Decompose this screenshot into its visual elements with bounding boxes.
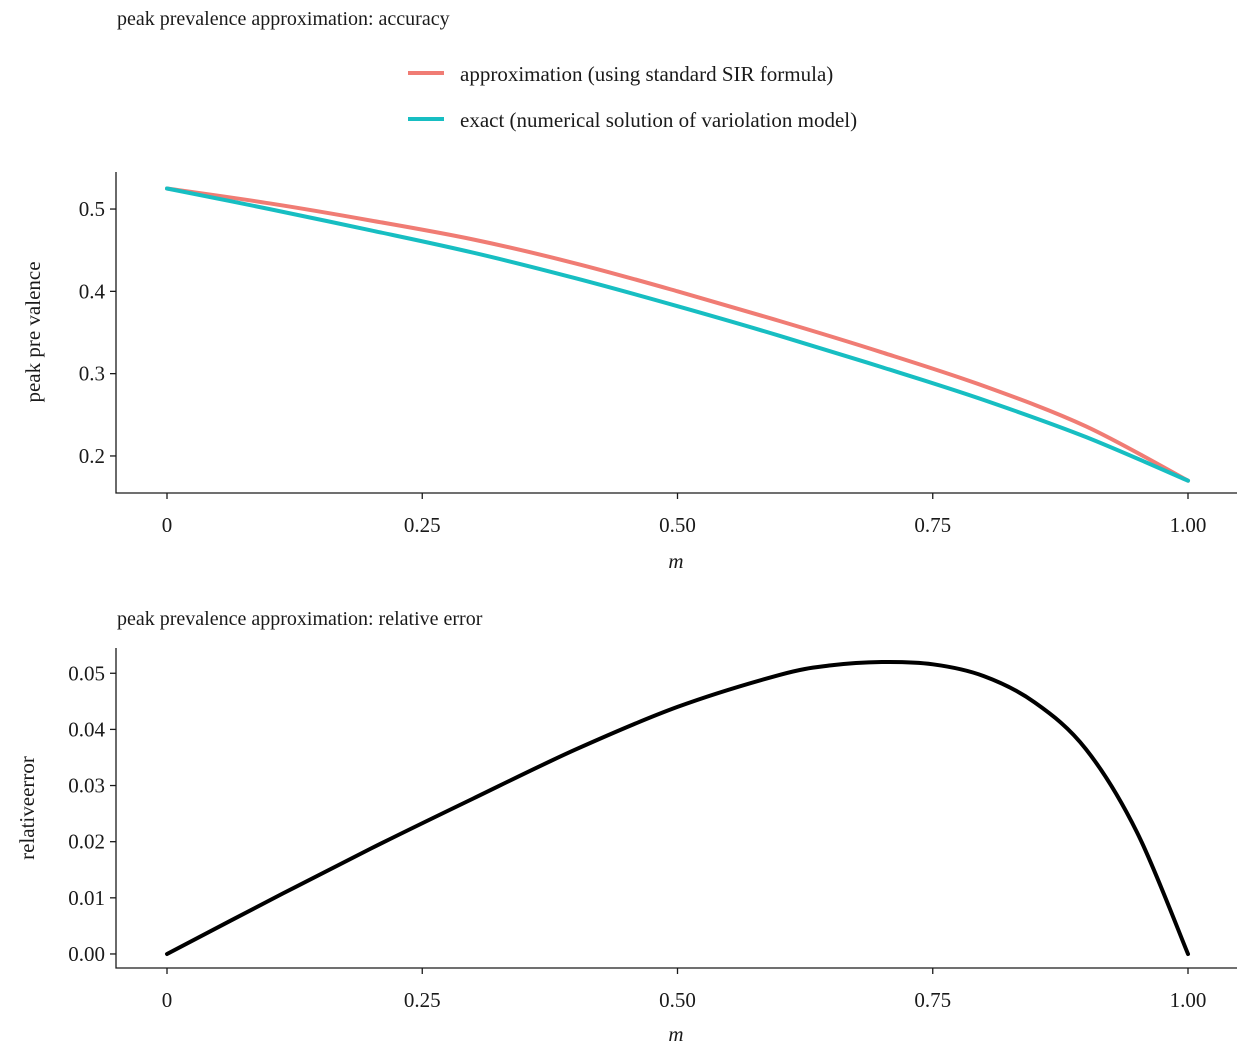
relative-error-y-label: relativeerror [15, 756, 39, 860]
accuracy-x-tick-label: 0.25 [404, 513, 441, 537]
relative-error-y-tick-label: 0.05 [68, 661, 105, 685]
accuracy-x-tick-label: 0 [162, 513, 173, 537]
accuracy-y-ticks: 0.2 0.3 0.4 0.5 [79, 197, 116, 468]
accuracy-panel: peak prevalence approximation: accuracy … [21, 8, 1237, 573]
relative-error-title: peak prevalence approximation: relative … [117, 608, 483, 630]
relative-error-y-tick-label: 0.02 [68, 830, 105, 854]
relative-error-panel: peak prevalence approximation: relative … [15, 608, 1237, 1046]
relative-error-series [165, 659, 1190, 956]
accuracy-series [165, 186, 1190, 483]
relative-error-x-tick-label: 0.75 [914, 988, 951, 1012]
relative-error-y-tick-label: 0.00 [68, 942, 105, 966]
legend-label-exact: exact (numerical solution of variolation… [460, 108, 857, 132]
relative-error-x-tick-label: 0.25 [404, 988, 441, 1012]
accuracy-y-label: peak pre valence [21, 261, 45, 402]
relative-error-x-tick-label: 0 [162, 988, 173, 1012]
accuracy-x-label: m [668, 549, 683, 573]
legend-label-approximation: approximation (using standard SIR formul… [460, 62, 833, 86]
relative-error-y-tick-label: 0.04 [68, 717, 105, 741]
relative-error-x-label: m [668, 1022, 683, 1046]
relative-error-x-tick-label: 0.50 [659, 988, 696, 1012]
relative-error-x-tick-label: 1.00 [1170, 988, 1207, 1012]
relative-error-axes [115, 648, 1237, 969]
relative-error-y-tick-label: 0.03 [68, 774, 105, 798]
relative-error-y-tick-label: 0.01 [68, 886, 105, 910]
relative-error-x-ticks: 0 0.25 0.50 0.75 1.00 [162, 968, 1207, 1012]
accuracy-y-tick-label: 0.3 [79, 362, 105, 386]
exact-line [165, 186, 1190, 483]
accuracy-title: peak prevalence approximation: accuracy [117, 8, 450, 30]
approximation-line [165, 186, 1190, 483]
accuracy-y-tick-label: 0.5 [79, 197, 105, 221]
accuracy-x-tick-label: 1.00 [1170, 513, 1207, 537]
accuracy-y-tick-label: 0.4 [79, 279, 106, 303]
accuracy-x-ticks: 0 0.25 0.50 0.75 1.00 [162, 493, 1207, 537]
accuracy-x-tick-label: 0.75 [914, 513, 951, 537]
legend: approximation (using standard SIR formul… [408, 62, 857, 132]
accuracy-x-tick-label: 0.50 [659, 513, 696, 537]
accuracy-axes [115, 172, 1237, 494]
relative-error-line [165, 659, 1190, 956]
accuracy-y-tick-label: 0.2 [79, 444, 105, 468]
relative-error-y-ticks: 0.00 0.01 0.02 0.03 0.04 0.05 [68, 661, 116, 966]
